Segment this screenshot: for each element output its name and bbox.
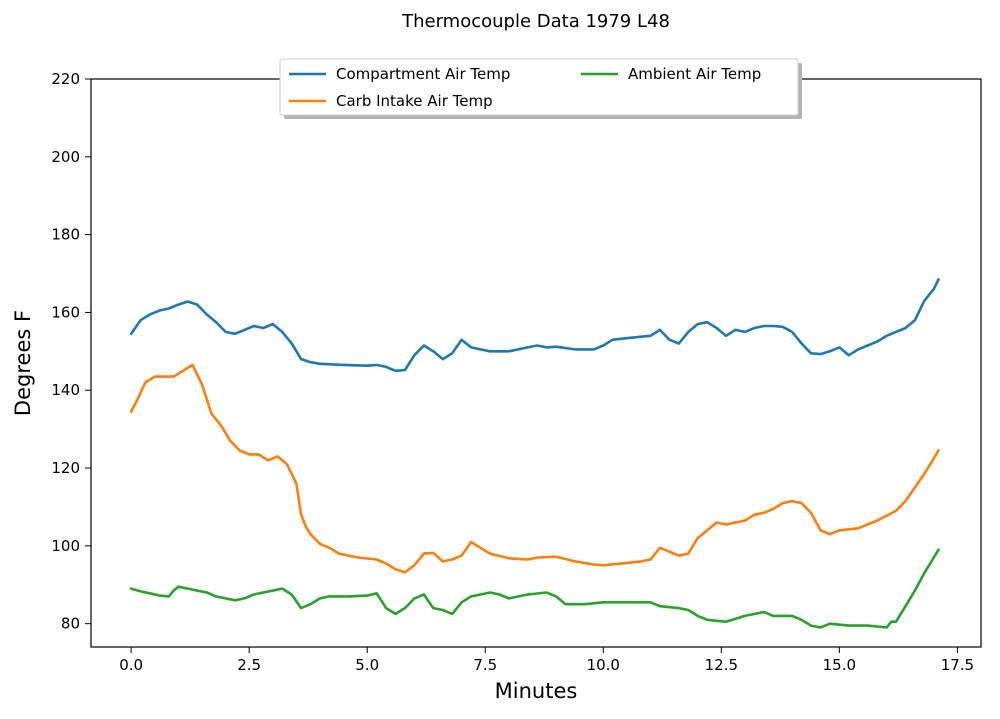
y-tick-label: 80 xyxy=(61,615,80,633)
x-tick-label: 0.0 xyxy=(119,656,143,674)
legend-label-compartment-air-temp: Compartment Air Temp xyxy=(336,65,510,83)
legend-label-carb-intake-air-temp: Carb Intake Air Temp xyxy=(336,92,493,110)
y-tick-label: 180 xyxy=(51,226,80,244)
x-tick-label: 10.0 xyxy=(587,656,620,674)
series-line-ambient-air-temp xyxy=(129,548,940,629)
legend: Compartment Air Temp Carb Intake Air Temp… xyxy=(279,58,802,119)
legend-box xyxy=(279,58,799,116)
x-tick-label: 2.5 xyxy=(237,656,261,674)
y-tick-label: 140 xyxy=(51,381,80,399)
legend-label-ambient-air-temp: Ambient Air Temp xyxy=(628,65,761,83)
legend-items: Compartment Air Temp Carb Intake Air Temp… xyxy=(289,65,761,110)
y-tick-label: 220 xyxy=(51,70,80,88)
x-tick-label: 5.0 xyxy=(355,656,379,674)
series-layer xyxy=(129,278,940,629)
x-tick-label: 17.5 xyxy=(941,656,974,674)
y-axis-label: Degrees F xyxy=(11,310,35,416)
x-tick-label: 7.5 xyxy=(473,656,497,674)
x-axis-label: Minutes xyxy=(495,679,578,703)
tick-layer: 0.0 2.5 5.0 7.5 10.0 12.5 15.0 17.5 80 100 120 140 1… xyxy=(51,70,974,674)
series-line-compartment-air-temp xyxy=(129,278,940,373)
chart-title: Thermocouple Data 1979 L48 xyxy=(401,11,670,32)
x-tick-label: 15.0 xyxy=(823,656,856,674)
y-tick-label: 200 xyxy=(51,148,80,166)
y-tick-label: 120 xyxy=(51,459,80,477)
y-tick-label: 160 xyxy=(51,303,80,321)
series-line-carb-intake-air-temp xyxy=(129,363,940,574)
x-tick-label: 12.5 xyxy=(705,656,738,674)
y-tick-label: 100 xyxy=(51,537,80,555)
